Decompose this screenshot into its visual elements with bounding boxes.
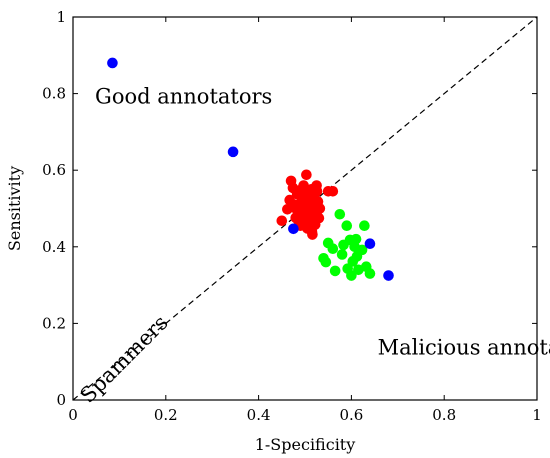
data-point	[356, 244, 368, 256]
data-point	[341, 220, 353, 232]
x-axis-label: 1-Specificity	[255, 435, 356, 454]
y-axis-label: Sensitivity	[5, 166, 24, 251]
data-point	[314, 203, 326, 214]
data-point	[227, 146, 239, 158]
x-tick-label: 0.4	[247, 406, 271, 424]
data-point	[359, 220, 370, 232]
data-point	[346, 270, 357, 281]
x-tick-label: 0.8	[432, 406, 456, 424]
y-tick-label: 1	[56, 8, 66, 26]
data-point	[276, 215, 288, 227]
data-point	[313, 212, 325, 224]
x-tick-label: 0.6	[339, 406, 363, 424]
y-tick-label: 0	[56, 391, 66, 409]
annotation-good-annotators: Good annotators	[95, 84, 272, 108]
x-tick-label: 0	[68, 406, 78, 424]
data-point	[292, 214, 304, 226]
data-point	[329, 265, 341, 277]
data-point	[288, 223, 299, 235]
annotation-malicious-annotators: Malicious annotators	[378, 335, 550, 359]
x-tick-label: 0.2	[154, 406, 178, 424]
data-point	[301, 169, 312, 181]
x-tick-label: 1	[532, 406, 542, 424]
data-point	[290, 203, 302, 214]
annotation-spammers: Spammers	[76, 311, 173, 408]
plot-frame	[72, 16, 538, 401]
y-tick-label: 0.2	[42, 314, 66, 332]
y-tick-label: 0.6	[42, 161, 66, 179]
data-point	[327, 185, 339, 197]
data-point	[311, 180, 322, 191]
data-point	[334, 208, 346, 220]
data-point	[383, 270, 394, 281]
tick-layer: 0 0.2 0.4 0.6 0.8 1 0 0.2 0.4 0.6 0.8 1	[42, 8, 542, 424]
data-point	[327, 243, 339, 255]
data-point	[364, 238, 376, 250]
data-point	[336, 249, 348, 260]
data-point	[350, 233, 362, 245]
data-point	[107, 57, 118, 69]
data-point	[320, 256, 332, 268]
data-point	[364, 268, 376, 279]
data-point	[306, 226, 318, 237]
data-point	[298, 180, 309, 191]
y-tick-label: 0.8	[42, 85, 66, 103]
points-layer	[107, 57, 394, 281]
data-point	[303, 187, 315, 199]
y-tick-label: 0.4	[42, 238, 66, 256]
